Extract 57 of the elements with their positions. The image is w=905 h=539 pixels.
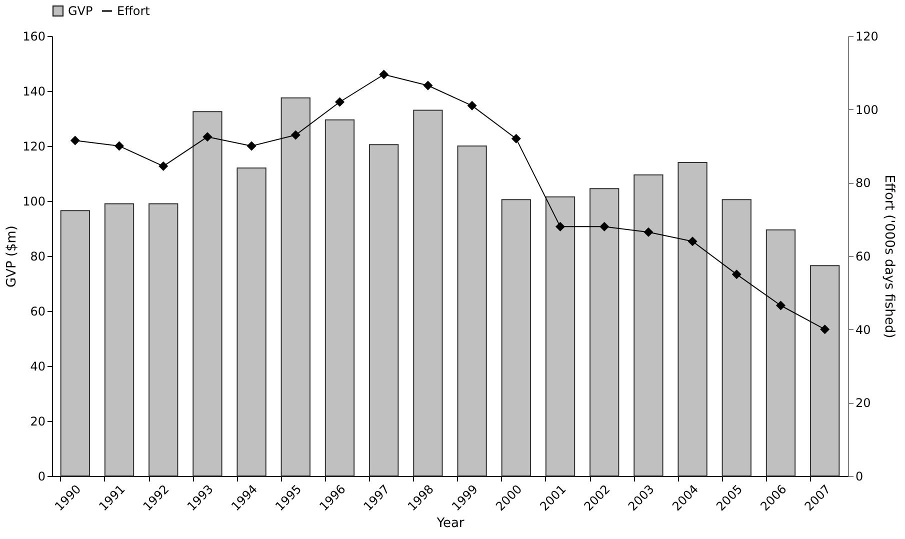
y-tick-label: 120 [22,140,46,154]
point [335,98,344,106]
point [776,301,786,310]
bar [148,203,178,476]
point [644,228,653,237]
bar [501,199,531,476]
bar [634,174,664,476]
y-tick-label: 40 [30,360,46,374]
bar [236,168,266,476]
bar [457,146,487,476]
point [114,142,124,150]
bar [369,144,399,476]
bar [722,199,752,476]
bar [60,210,90,476]
y2-tick-label: 60 [856,250,871,264]
y-tick-label: 60 [30,304,46,318]
point [247,142,256,150]
y-axis-title: GVP ($m) [4,225,20,288]
bar [678,162,708,476]
legend-label: Effort [117,4,150,18]
bar [766,229,796,476]
y2-tick-label: 20 [856,396,871,410]
y2-tick-label: 80 [856,176,871,190]
y2-tick-label: 100 [856,102,878,117]
bar [104,203,134,476]
bar [324,119,355,476]
y2-tick-label: 0 [856,470,864,484]
point [159,162,168,171]
bar [810,265,840,476]
bar [590,188,620,476]
bar [280,97,310,476]
bar [192,111,222,476]
point [600,222,609,232]
point [512,134,521,144]
y-tick-label: 140 [22,84,46,98]
y-tick-label: 20 [30,414,46,428]
point [732,270,741,279]
y2-axis-title: Effort ('000s days fished) [881,174,896,338]
point [424,81,432,90]
y-tick-label: 160 [22,30,46,44]
point [468,101,476,110]
legend-label: GVP [68,4,93,18]
point [688,236,697,246]
point [379,70,388,79]
x-axis-title: Year [436,516,465,531]
y2-tick-label: 120 [856,30,878,44]
y-tick-label: 80 [30,250,46,264]
point [70,136,80,145]
point [556,222,565,232]
point [820,324,830,334]
y2-tick-label: 40 [856,322,871,337]
bar [413,110,443,476]
bar [545,196,576,476]
y-tick-label: 100 [22,194,46,208]
point [203,132,212,142]
point [291,130,300,140]
y-tick-label: 0 [38,470,46,484]
